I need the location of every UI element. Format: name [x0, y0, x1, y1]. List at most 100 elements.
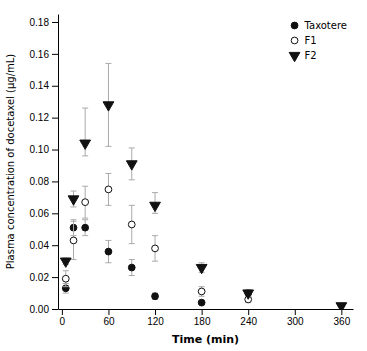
- x-axis: 0 60 120 180 240 300 360: [59, 309, 354, 327]
- legend-item: Taxotere: [291, 20, 347, 31]
- point: [60, 258, 71, 267]
- point: [105, 186, 112, 193]
- error-bar: [129, 260, 135, 276]
- tick-label: 240: [240, 316, 257, 327]
- point: [336, 303, 347, 309]
- point: [198, 299, 205, 306]
- point: [128, 221, 135, 228]
- point: [82, 224, 89, 231]
- tick-label: 0.18: [30, 17, 50, 28]
- tick-mark: [52, 213, 58, 214]
- point: [62, 275, 69, 282]
- tick-label: 60: [103, 316, 115, 327]
- tick-mark: [202, 309, 203, 315]
- tick-label: 360: [334, 316, 351, 327]
- tick-mark: [52, 309, 58, 310]
- tick: 0.04: [30, 240, 58, 251]
- point: [152, 245, 159, 252]
- tick-label: 0.06: [30, 208, 50, 219]
- error-bar: [71, 221, 77, 259]
- axis-line: [59, 309, 354, 310]
- plot-area: 0601201802403003600.000.020.040.060.080.…: [30, 15, 354, 328]
- point: [68, 196, 79, 205]
- tick-mark: [52, 118, 58, 119]
- tick-label: 0.10: [30, 144, 50, 155]
- error-bar: [129, 205, 135, 243]
- tick: 120: [147, 309, 164, 327]
- point: [243, 290, 254, 299]
- error-bar: [152, 293, 158, 299]
- legend-symbol: [291, 37, 298, 44]
- legend-label: F2: [305, 50, 317, 61]
- error-bar: [199, 287, 205, 297]
- tick: 0.18: [30, 17, 58, 28]
- legend-symbol: [291, 22, 298, 29]
- legend-symbol: [289, 52, 300, 61]
- tick: 0.06: [30, 208, 58, 219]
- tick-mark: [52, 22, 58, 23]
- tick: 0.08: [30, 176, 58, 187]
- point: [152, 293, 159, 300]
- tick-mark: [295, 309, 296, 315]
- tick-label: 120: [147, 316, 164, 327]
- tick-mark: [341, 309, 342, 315]
- error-bar: [152, 236, 158, 262]
- point: [82, 199, 89, 206]
- legend-item: F2: [289, 50, 316, 62]
- legend-item: F1: [291, 35, 317, 46]
- tick-mark: [52, 86, 58, 87]
- tick-mark: [62, 309, 63, 315]
- tick-mark: [248, 309, 249, 315]
- x-axis-title: Time (min): [172, 333, 239, 346]
- y-axis: 0.00 0.02 0.04 0.06 0.08 0.10 0.12 0.14 0.16 0.18: [30, 15, 59, 315]
- tick: 0.00: [30, 304, 58, 315]
- tick-label: 0.08: [30, 176, 50, 187]
- tick-mark: [155, 309, 156, 315]
- error-bar: [105, 173, 111, 205]
- legend-label: F1: [305, 35, 317, 46]
- tick: 360: [334, 309, 351, 327]
- tick: 60: [103, 309, 115, 327]
- tick-label: 0.00: [30, 304, 50, 315]
- tick-label: 0.02: [30, 272, 50, 283]
- tick-mark: [52, 54, 58, 55]
- axis-line: [58, 15, 59, 310]
- point: [196, 264, 207, 273]
- tick-mark: [52, 150, 58, 151]
- tick-label: 0.16: [30, 49, 50, 60]
- error-bar: [82, 220, 88, 236]
- point: [103, 102, 114, 111]
- point: [150, 202, 161, 211]
- legend-label: Taxotere: [304, 20, 347, 31]
- tick-mark: [52, 277, 58, 278]
- series: [62, 220, 251, 306]
- tick: 0.14: [30, 80, 58, 91]
- tick-label: 180: [194, 316, 211, 327]
- tick: 0.12: [30, 112, 58, 123]
- error-bar: [105, 240, 111, 262]
- point: [126, 161, 137, 170]
- tick-label: 0: [60, 316, 66, 327]
- series: [62, 173, 251, 302]
- point: [105, 248, 112, 255]
- tick: 0.16: [30, 49, 58, 60]
- marks: [60, 63, 346, 309]
- tick-label: 0.12: [30, 112, 50, 123]
- tick-mark: [52, 245, 58, 246]
- tick: 0.10: [30, 144, 58, 155]
- tick: 180: [194, 309, 211, 327]
- tick: 240: [240, 309, 257, 327]
- tick-label: 0.04: [30, 240, 50, 251]
- tick: 0.02: [30, 272, 58, 283]
- tick-label: 0.14: [30, 80, 50, 91]
- point: [80, 140, 91, 149]
- tick-mark: [52, 181, 58, 182]
- tick: 300: [287, 309, 304, 327]
- point: [198, 288, 205, 295]
- point: [128, 264, 135, 271]
- tick-label: 300: [287, 316, 304, 327]
- legend: Taxotere F1 F2: [289, 20, 347, 62]
- error-bar: [63, 271, 69, 287]
- series: [60, 63, 346, 309]
- chart: 0601201802403003600.000.020.040.060.080.…: [0, 0, 367, 351]
